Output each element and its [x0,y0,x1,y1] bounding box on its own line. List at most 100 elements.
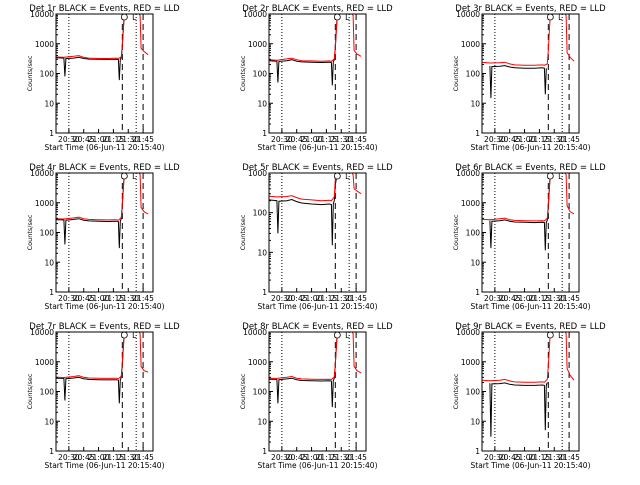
axes-frame [268,331,367,452]
series-lld [482,173,575,222]
sun-marker [333,13,341,21]
l-marker-label: L [132,331,137,340]
y-tick-label: 100 [253,70,268,79]
y-axis-label: Counts/sec [239,214,247,250]
x-axis-label: Start Time (06-Jun-11 20:15:40) [45,461,165,470]
x-axis-label: Start Time (06-Jun-11 20:15:40) [45,302,165,311]
y-tick-label: 1 [475,129,480,138]
x-tick-label: 20:30 [484,294,506,303]
x-tick-label: 21:15 [316,294,338,303]
x-axis-label: Start Time (06-Jun-11 20:15:40) [258,302,378,311]
y-tick-label: 1000 [248,358,267,367]
x-tick-label: 21:45 [132,294,154,303]
x-axis-label: Start Time (06-Jun-11 20:15:40) [471,461,591,470]
x-tick-label: 21:15 [103,453,125,462]
x-tick-label: 21:00 [301,135,323,144]
y-axis-label: Counts/sec [239,55,247,91]
x-tick-label: 20:45 [73,135,95,144]
y-tick-label: 100 [253,388,268,397]
x-axis-label: Start Time (06-Jun-11 20:15:40) [471,143,591,152]
y-tick-label: 1 [49,129,54,138]
y-tick-label: 1 [475,447,480,456]
series-events [269,332,338,408]
x-axis-label: Start Time (06-Jun-11 20:15:40) [258,461,378,470]
x-tick-label: 20:45 [73,294,95,303]
l-marker-label: L [345,13,350,22]
series-lld [269,14,362,62]
panel-title: Det 3r BLACK = Events, RED = LLD [455,4,606,14]
x-tick-label: 20:30 [484,135,506,144]
x-tick-label: 21:00 [514,135,536,144]
y-tick-label: 1 [49,447,54,456]
y-tick-label: 1000 [461,40,480,49]
y-tick-label: 100 [40,70,55,79]
x-tick-label: 21:00 [301,453,323,462]
series-lld [482,14,575,66]
panel-title: Det 4r BLACK = Events, RED = LLD [29,163,180,173]
panel-title: Det 8r BLACK = Events, RED = LLD [242,322,393,332]
x-tick-label: 21:15 [103,294,125,303]
y-tick-label: 1000 [461,199,480,208]
x-tick-label: 21:45 [345,135,367,144]
x-tick-label: 21:15 [316,453,338,462]
y-tick-label: 10 [470,417,480,426]
y-tick-label: 10 [44,258,54,267]
x-tick-label: 21:45 [132,135,154,144]
x-tick-label: 20:45 [286,453,308,462]
y-tick-label: 1 [49,288,54,297]
y-tick-label: 10 [44,99,54,108]
axes-frame [55,13,154,134]
y-tick-label: 100 [466,388,481,397]
y-tick-label: 10000 [456,10,480,19]
x-tick-label: 20:30 [58,135,80,144]
y-tick-label: 10000 [243,328,267,337]
series-events [269,14,338,86]
y-axis-label: Counts/sec [26,373,34,409]
y-tick-label: 10000 [243,10,267,19]
y-tick-label: 100 [466,70,481,79]
x-tick-label: 21:15 [103,135,125,144]
y-tick-label: 1000 [35,40,54,49]
x-tick-label: 21:30 [117,453,139,462]
y-tick-label: 10 [44,417,54,426]
y-tick-label: 1 [475,288,480,297]
y-tick-label: 10000 [30,328,54,337]
y-tick-label: 100 [40,229,55,238]
y-tick-label: 100 [253,209,268,218]
y-tick-label: 10000 [456,328,480,337]
axes-frame [268,172,367,293]
l-marker-label: L [558,172,563,181]
series-events [489,382,548,437]
x-tick-label: 21:00 [514,294,536,303]
x-tick-label: 21:15 [316,135,338,144]
series-events [489,65,547,99]
x-tick-label: 21:30 [543,453,565,462]
x-tick-label: 20:30 [271,294,293,303]
series-events [56,14,125,81]
series-lld [269,173,362,202]
l-marker-label: L [558,331,563,340]
y-tick-label: 1000 [35,358,54,367]
y-tick-label: 10000 [30,169,54,178]
y-axis-label: Counts/sec [26,214,34,250]
series-lld [56,14,149,60]
series-events [56,173,125,249]
y-tick-label: 1000 [35,199,54,208]
series-lld [269,332,362,380]
x-tick-label: 21:30 [117,294,139,303]
sun-marker [333,331,341,339]
y-tick-label: 10 [257,417,267,426]
x-tick-label: 21:15 [529,294,551,303]
y-tick-label: 10 [257,248,267,257]
x-tick-label: 21:00 [88,135,110,144]
sun-marker [120,331,128,339]
series-events [269,173,338,246]
